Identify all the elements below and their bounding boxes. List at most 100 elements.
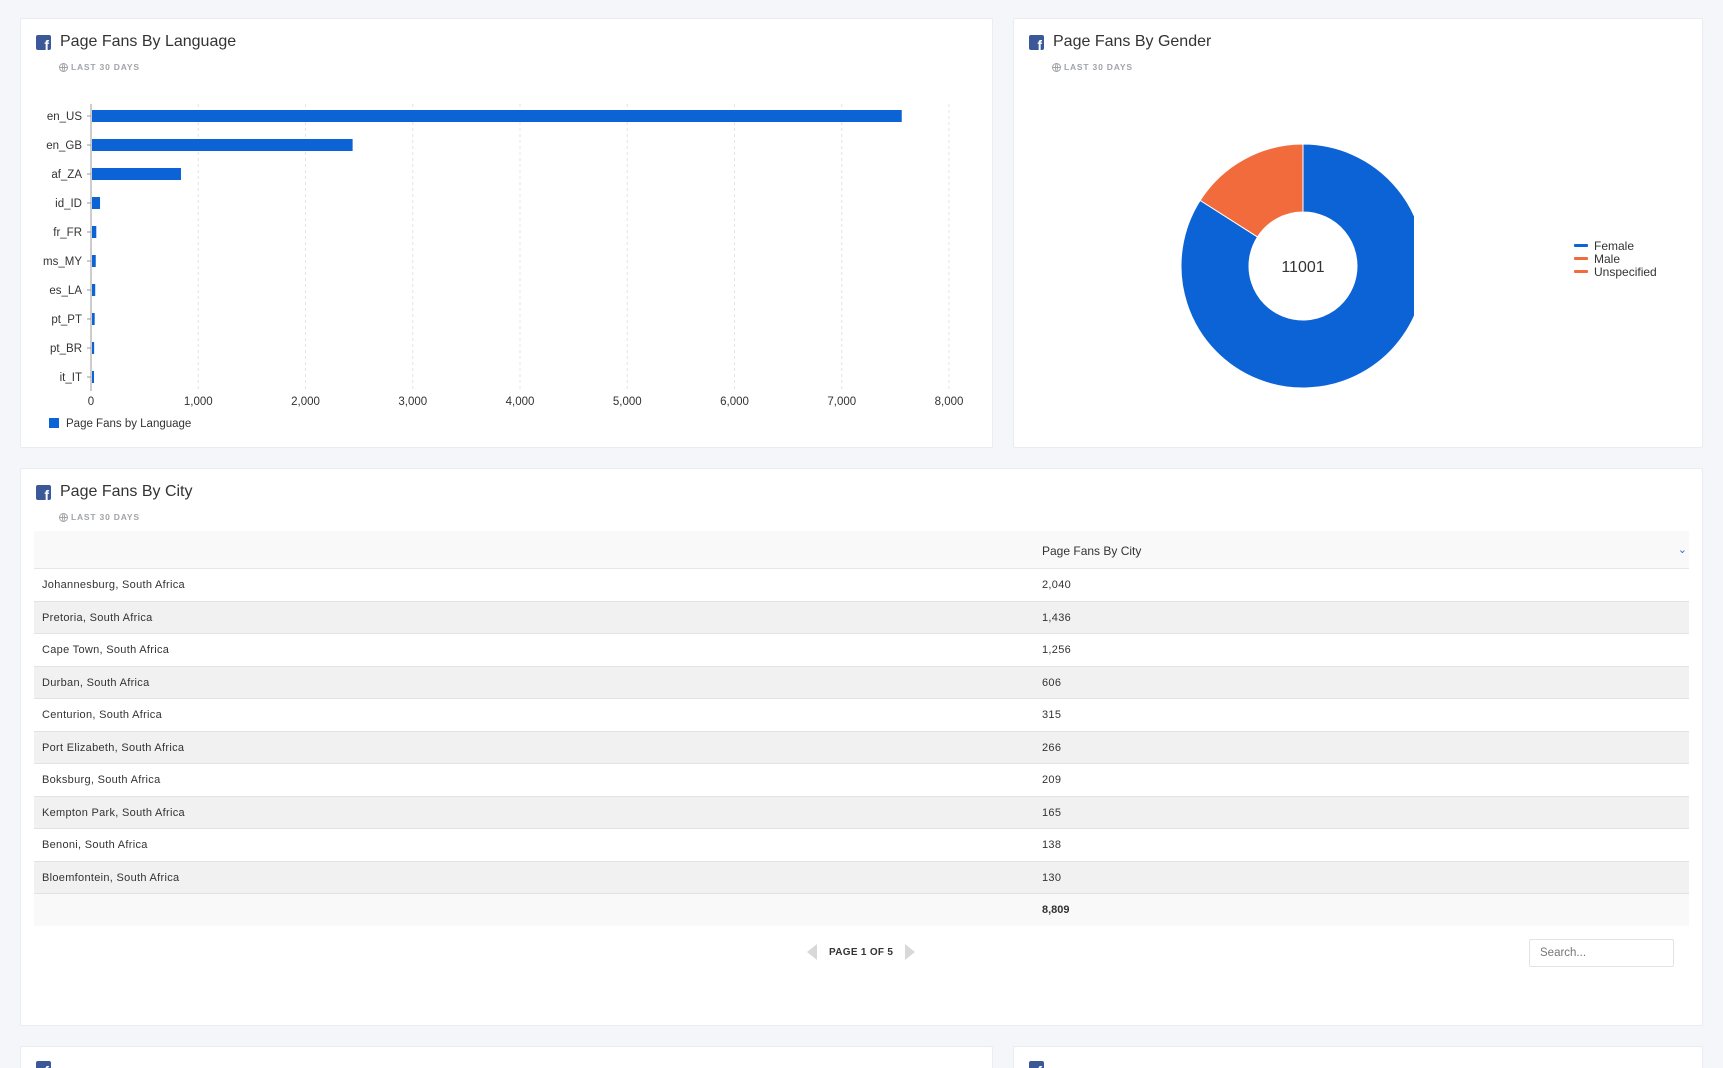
column-header-page-fans[interactable]: Page Fans By City (1042, 544, 1142, 558)
bar (92, 313, 95, 325)
card-title: Page Fans By Gender (1053, 33, 1212, 50)
table-row: Cape Town, South Africa 1,256 (34, 634, 1689, 667)
legend-item-female[interactable]: Female (1574, 238, 1657, 253)
legend-label: Female (1594, 238, 1635, 253)
bar (92, 168, 182, 180)
donut-center-value: 11001 (1281, 259, 1324, 276)
legend-label: Male (1594, 251, 1621, 266)
facebook-icon: f (36, 484, 51, 500)
city-table: Page Fans By City ⌄ Johannesburg, South … (34, 531, 1689, 926)
city-value: 606 (1042, 676, 1062, 689)
x-tick-label: 2,000 (291, 396, 320, 408)
bar (92, 139, 353, 151)
globe-icon (1052, 62, 1061, 72)
city-name: Boksburg, South Africa (42, 774, 161, 786)
search-input[interactable] (1529, 939, 1674, 967)
arrow-left-icon[interactable] (807, 944, 817, 960)
table-row: Port Elizabeth, South Africa 266 (34, 731, 1689, 764)
table-row: Boksburg, South Africa 209 (34, 764, 1689, 797)
card-header: f (1029, 1061, 1053, 1068)
bar (92, 226, 97, 238)
legend-swatch (1574, 270, 1588, 273)
legend-item-unspecified[interactable]: Unspecified (1574, 264, 1657, 279)
legend-label: Page Fans by Language (66, 418, 191, 430)
y-tick-label: it_IT (60, 372, 82, 384)
city-name: Durban, South Africa (42, 676, 150, 689)
chevron-down-icon[interactable]: ⌄ (1677, 544, 1687, 556)
bar (92, 371, 94, 383)
card-header: f (36, 1061, 60, 1068)
donut-slice-female (1180, 143, 1414, 389)
globe-icon (59, 62, 68, 72)
city-name: Port Elizabeth, South Africa (42, 741, 185, 754)
city-name: Pretoria, South Africa (42, 611, 153, 624)
bar (92, 342, 95, 354)
y-tick-label: en_US (47, 111, 82, 123)
y-tick-label: en_GB (46, 140, 82, 152)
language-bar-chart: 0 1,000 2,000 3,000 4,000 5,000 6,000 7,000 8,00… (43, 104, 964, 430)
legend-swatch (1574, 257, 1588, 260)
language-card: f Page Fans By Language LAST 30 DAYS 0 1,… (20, 18, 993, 448)
x-tick-label: 1,000 (184, 396, 213, 408)
x-tick-label: 6,000 (720, 396, 749, 408)
card-title: Page Fans By City (60, 483, 193, 500)
subtitle-text: LAST 30 DAYS (71, 62, 140, 72)
table-row: Johannesburg, South Africa 2,040 (34, 569, 1689, 602)
donut-slice-male (1199, 143, 1304, 238)
city-name: Bloemfontein, South Africa (42, 871, 180, 884)
city-name: Benoni, South Africa (42, 839, 148, 851)
table-row: Benoni, South Africa 138 (34, 829, 1689, 862)
pagination: PAGE 1 OF 5 (807, 944, 916, 960)
y-tick-label: fr_FR (53, 227, 82, 239)
city-value: 2,040 (1042, 579, 1072, 591)
city-value: 1,436 (1042, 611, 1072, 624)
gender-card: f Page Fans By Gender LAST 30 DAYS 11001… (1013, 18, 1703, 448)
table-row: Pretoria, South Africa 1,436 (34, 601, 1689, 634)
city-name: Centurion, South Africa (42, 709, 163, 721)
x-tick-label: 3,000 (398, 396, 427, 408)
x-tick-label: 7,000 (827, 396, 856, 408)
table-total-row: 8,809 (34, 894, 1689, 926)
facebook-icon: f (36, 34, 51, 50)
city-name: Cape Town, South Africa (42, 644, 170, 656)
bar (92, 197, 101, 209)
subtitle-text: LAST 30 DAYS (71, 512, 140, 522)
arrow-right-icon[interactable] (905, 944, 916, 960)
table-row: Kempton Park, South Africa 165 (34, 796, 1689, 829)
total-value: 8,809 (1042, 904, 1070, 916)
legend-swatch (1574, 244, 1588, 247)
y-tick-label: ms_MY (43, 256, 82, 268)
facebook-icon: f (1029, 34, 1044, 50)
facebook-icon: f (36, 1061, 51, 1068)
facebook-icon: f (1029, 1061, 1044, 1068)
card-subtitle: LAST 30 DAYS (59, 512, 140, 522)
city-value: 138 (1042, 839, 1062, 851)
legend-swatch (49, 418, 59, 428)
legend-item-male[interactable]: Male (1574, 251, 1657, 266)
table-body: Johannesburg, South Africa 2,040 Pretoria,… (34, 569, 1689, 894)
gender-donut-chart: 11001 (1180, 143, 1414, 389)
city-value: 1,256 (1042, 644, 1072, 656)
legend-label: Unspecified (1594, 264, 1657, 279)
x-tick-label: 8,000 (935, 396, 964, 408)
table-row: Bloemfontein, South Africa 130 (34, 861, 1689, 894)
city-name: Kempton Park, South Africa (42, 806, 185, 819)
card-header: f Page Fans By Gender (1029, 33, 1211, 51)
city-value: 130 (1042, 871, 1062, 884)
bar (92, 255, 96, 267)
card-subtitle: LAST 30 DAYS (1052, 62, 1133, 72)
subtitle-text: LAST 30 DAYS (1064, 62, 1133, 72)
gender-legend: Female Male Unspecified (1574, 238, 1657, 279)
city-value: 165 (1042, 806, 1062, 819)
city-value: 315 (1042, 709, 1062, 721)
city-value: 209 (1042, 774, 1062, 786)
city-name: Johannesburg, South Africa (42, 579, 185, 591)
bar (92, 110, 902, 122)
card-subtitle: LAST 30 DAYS (59, 62, 140, 72)
table-row: Durban, South Africa 606 (34, 666, 1689, 699)
x-tick-label: 5,000 (613, 396, 642, 408)
y-tick-label: pt_BR (50, 343, 82, 355)
x-tick-label: 4,000 (506, 396, 535, 408)
page-indicator: PAGE 1 OF 5 (829, 946, 894, 958)
y-tick-label: pt_PT (51, 314, 82, 326)
